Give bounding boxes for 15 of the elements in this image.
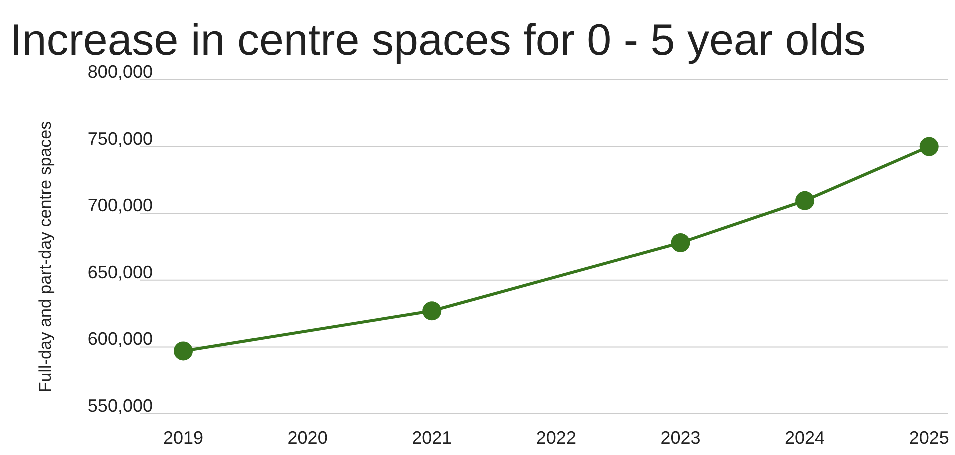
y-tick-label: 550,000 <box>88 396 153 416</box>
y-axis-title: Full-day and part-day centre spaces <box>36 121 55 393</box>
x-tick-label: 2025 <box>909 428 950 448</box>
chart-title: Increase in centre spaces for 0 - 5 year olds <box>10 16 866 65</box>
y-tick-label: 700,000 <box>88 196 153 216</box>
x-tick-label: 2024 <box>785 428 826 448</box>
x-tick-label: 2023 <box>660 428 701 448</box>
x-tick-label: 2019 <box>163 428 204 448</box>
y-tick-label: 600,000 <box>88 329 153 350</box>
y-tick-label: 750,000 <box>88 128 153 149</box>
y-tick-label: 650,000 <box>88 262 153 282</box>
x-tick-label: 2021 <box>412 428 452 448</box>
x-tick-label: 2020 <box>288 428 328 448</box>
y-tick-label: 800,000 <box>88 62 153 82</box>
x-tick-label: 2022 <box>536 428 576 448</box>
